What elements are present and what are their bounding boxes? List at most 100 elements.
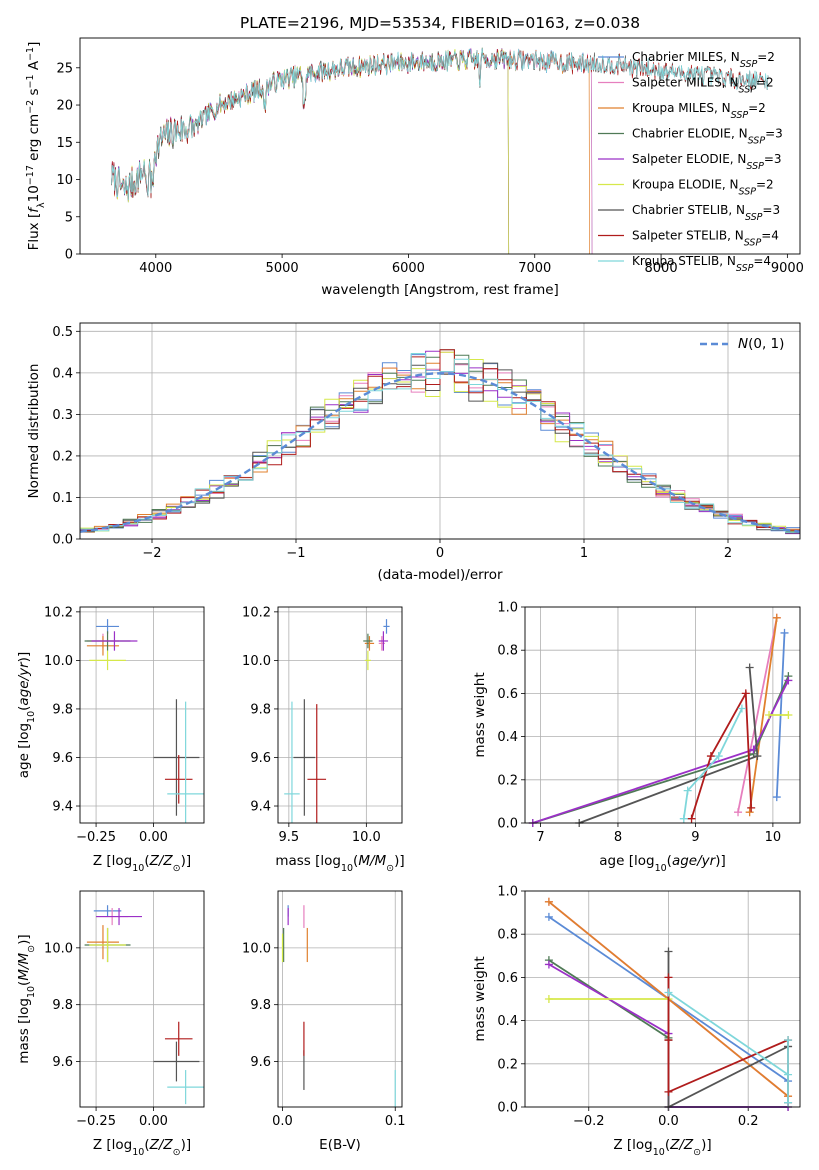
histogram-step [80, 349, 800, 531]
y-tick-label: 1.0 [497, 601, 518, 616]
weight-line [737, 617, 778, 813]
axes-frame [79, 890, 205, 1108]
y-tick-label: 0.0 [497, 817, 518, 832]
figure-title: PLATE=2196, MJD=53534, FIBERID=0163, z=0… [240, 14, 640, 32]
mass-vs-extinction-panel: 0.0 0.1 9.6 9.8 10.0 E(B-V) [242, 890, 406, 1153]
y-tick-label: 0.4 [52, 366, 73, 381]
x-axis-label: Z [log10(Z/Z⊙)] [93, 853, 191, 874]
weight-marker [753, 752, 762, 761]
weight-marker [544, 960, 553, 969]
plot-area [84, 905, 204, 1105]
y-tick-label: 9.4 [250, 800, 271, 815]
y-tick-label: 0.2 [497, 773, 518, 788]
axes-frame [79, 37, 801, 255]
mass-weight-vs-age-panel: 7 8 9 10 0.0 0.2 0.4 0.6 0.8 1.0 age [log10(age/yr… [472, 601, 801, 874]
spectrum-line [111, 48, 769, 201]
weight-marker [780, 628, 789, 637]
spectrum-line [111, 47, 510, 254]
x-tick-label: 9000 [771, 261, 804, 276]
x-axis-label: age [log10(age/yr)] [599, 853, 725, 874]
axes-frame [277, 890, 403, 1108]
y-tick-label: 10.2 [44, 605, 73, 620]
x-tick-label: 8000 [645, 261, 678, 276]
weight-marker [745, 663, 754, 672]
age-vs-mass-panel: 9.5 10.0 9.4 9.6 9.8 10.0 10.2 mass [log10(M/M⊙… [242, 605, 405, 874]
y-tick-label: 0.6 [497, 971, 518, 986]
y-tick-label: 0.2 [497, 1057, 518, 1072]
y-tick-label: 10 [56, 173, 73, 188]
mass-weight-vs-metallicity-panel: −0.2 0.0 0.2 0.0 0.2 0.4 0.6 0.8 1.0 Z [log10(Z/Z… [472, 885, 801, 1158]
x-axis-label: mass [log10(M/M⊙)] [275, 853, 404, 874]
x-tick-label: 1 [580, 546, 588, 561]
legend-entry: Salpeter ELODIE, NSSP=3 [632, 152, 782, 172]
y-tick-label: 9.4 [52, 800, 73, 815]
weight-marker [772, 613, 781, 622]
plot-area [84, 619, 204, 823]
x-tick-label: 6000 [392, 261, 425, 276]
weight-marker [784, 676, 793, 685]
weight-marker [765, 711, 774, 719]
x-tick-label: 10.0 [352, 830, 381, 845]
axes-frame [277, 606, 403, 824]
x-tick-label: −0.25 [76, 830, 116, 845]
weight-marker [784, 1070, 793, 1079]
x-tick-label: 9.5 [279, 830, 300, 845]
weight-marker [741, 689, 750, 698]
legend-entry: Chabrier MILES, NSSP=2 [632, 50, 775, 70]
y-tick-label: 9.8 [250, 998, 271, 1013]
weight-marker [734, 808, 743, 817]
legend-entry: Chabrier ELODIE, NSSP=3 [632, 127, 783, 147]
histogram-step [80, 353, 800, 533]
y-tick-label: 0.0 [52, 533, 73, 548]
x-tick-label: 0.0 [658, 1114, 679, 1129]
y-tick-label: 0 [65, 248, 73, 263]
y-tick-label: 0.2 [52, 449, 73, 464]
x-tick-label: 0.0 [272, 1114, 293, 1129]
spectrum-line [111, 48, 590, 254]
y-tick-label: 9.6 [52, 1055, 73, 1070]
y-tick-label: 9.6 [250, 751, 271, 766]
y-tick-label: 15 [56, 136, 73, 151]
weight-marker [664, 1087, 673, 1096]
weight-marker [679, 814, 688, 823]
weight-marker [544, 912, 553, 921]
y-tick-label: 0.0 [497, 1101, 518, 1116]
weight-marker [747, 803, 756, 812]
x-axis-label: Z [log10(Z/Z⊙)] [93, 1137, 191, 1158]
legend-entry: Kroupa ELODIE, NSSP=2 [632, 178, 774, 198]
weight-marker [664, 973, 673, 982]
x-tick-label: 4000 [139, 261, 172, 276]
x-tick-label: 5000 [266, 261, 299, 276]
plot-area [544, 897, 793, 1111]
x-tick-label: 0 [436, 546, 444, 561]
weight-line [690, 690, 753, 819]
plot-area [284, 619, 390, 823]
plot-area [528, 613, 793, 827]
y-tick-label: 0.6 [497, 687, 518, 702]
y-tick-label: 10.0 [44, 941, 73, 956]
x-tick-label: 7 [536, 830, 544, 845]
weight-marker [544, 897, 553, 906]
y-tick-label: 0.4 [497, 730, 518, 745]
weight-marker [784, 1098, 793, 1107]
y-tick-label: 1.0 [497, 885, 518, 900]
axes-frame [79, 606, 205, 824]
y-tick-label: 9.6 [250, 1055, 271, 1070]
y-tick-label: 0.8 [497, 928, 518, 943]
x-tick-label: 2 [724, 546, 732, 561]
axes-frame [79, 322, 801, 540]
weight-marker [737, 704, 746, 713]
x-tick-label: −1 [286, 546, 305, 561]
y-tick-label: 0.3 [52, 408, 73, 423]
x-tick-label: 9 [691, 830, 699, 845]
weight-marker [784, 1036, 793, 1045]
y-tick-label: 9.8 [250, 702, 271, 717]
x-axis-label: wavelength [Angstrom, rest frame] [321, 282, 559, 298]
axes-frame [524, 606, 801, 824]
x-tick-label: 0.00 [139, 830, 168, 845]
spectrum-line [111, 48, 593, 254]
mass-vs-metallicity-panel: −0.25 0.00 9.6 9.8 10.0 Z [log10(Z/Z⊙)] mass [… [16, 890, 205, 1158]
y-tick-label: 10.2 [242, 605, 271, 620]
